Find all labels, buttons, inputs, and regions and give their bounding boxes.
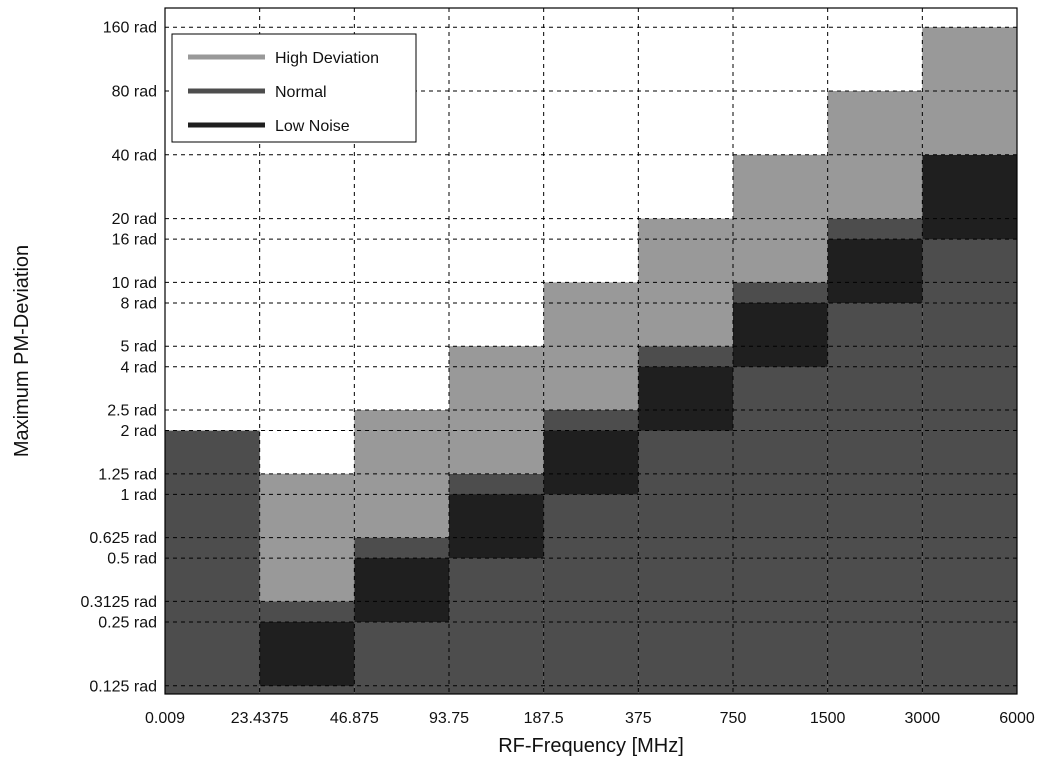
y-tick-label: 5 rad	[121, 339, 157, 356]
y-tick-label: 4 rad	[121, 359, 157, 376]
cell-low-noise-6	[827, 239, 923, 303]
cell-low-noise-3	[543, 430, 639, 495]
x-tick-label: 46.875	[330, 710, 379, 727]
legend-label-normal: Normal	[275, 84, 327, 101]
y-tick-label: 1.25 rad	[98, 466, 157, 483]
x-tick-label: 3000	[905, 710, 941, 727]
legend-label-high-deviation: High Deviation	[275, 50, 379, 67]
y-tick-label: 10 rad	[112, 275, 157, 292]
y-tick-label: 0.3125 rad	[80, 594, 157, 611]
y-tick-label: 1 rad	[121, 487, 157, 504]
x-tick-label: 6000	[999, 710, 1035, 727]
legend-label-low-noise: Low Noise	[275, 118, 350, 135]
cell-high-deviation-6	[827, 91, 923, 219]
cell-low-noise-5	[733, 302, 828, 367]
x-tick-label: 375	[625, 710, 652, 727]
cell-high-deviation-1	[354, 410, 449, 538]
y-tick-label: 0.5 rad	[107, 551, 157, 568]
x-tick-labels: 0.009 23.4375 46.875 93.75 187.5 375 750 1500 30…	[145, 710, 1035, 727]
y-tick-label: 8 rad	[121, 295, 157, 312]
y-tick-label: 2 rad	[121, 423, 157, 440]
cell-low-noise-0	[259, 621, 355, 686]
y-tick-label: 0.625 rad	[89, 530, 157, 547]
y-tick-label: 160 rad	[103, 20, 157, 37]
y-tick-label: 16 rad	[112, 232, 157, 249]
x-axis-label: RF-Frequency [MHz]	[498, 735, 684, 757]
grid-lines	[165, 8, 1017, 694]
y-tick-label: 2.5 rad	[107, 403, 157, 420]
heatmap-cells	[165, 27, 1017, 694]
y-tick-labels: 0.125 rad 0.25 rad 0.3125 rad 0.5 rad 0.625 …	[80, 20, 157, 696]
x-tick-label: 187.5	[524, 710, 564, 727]
y-tick-label: 20 rad	[112, 211, 157, 228]
x-tick-label: 750	[720, 710, 747, 727]
cell-normal-0	[165, 430, 260, 694]
x-tick-label: 93.75	[429, 710, 469, 727]
cell-high-deviation-5	[733, 154, 828, 283]
cell-high-deviation-0	[259, 473, 355, 602]
plot-frame	[164, 7, 1018, 695]
y-tick-label: 80 rad	[112, 84, 157, 101]
cell-low-noise-1	[354, 558, 449, 622]
y-tick-label: 40 rad	[112, 147, 157, 164]
cell-normal-8	[922, 154, 1017, 694]
x-tick-label: 23.4375	[231, 710, 289, 727]
cell-low-noise-2	[449, 494, 544, 559]
cell-low-noise-4	[638, 366, 733, 431]
cell-high-deviation-7	[922, 27, 1017, 155]
y-axis-label: Maximum PM-Deviation	[11, 245, 33, 457]
y-tick-label: 0.25 rad	[98, 614, 157, 631]
x-tick-label: 1500	[810, 710, 846, 727]
y-tick-label: 0.125 rad	[89, 678, 157, 695]
legend: High Deviation Normal Low Noise	[171, 33, 417, 143]
x-tick-label: 0.009	[145, 710, 185, 727]
cell-low-noise-7	[922, 154, 1017, 240]
